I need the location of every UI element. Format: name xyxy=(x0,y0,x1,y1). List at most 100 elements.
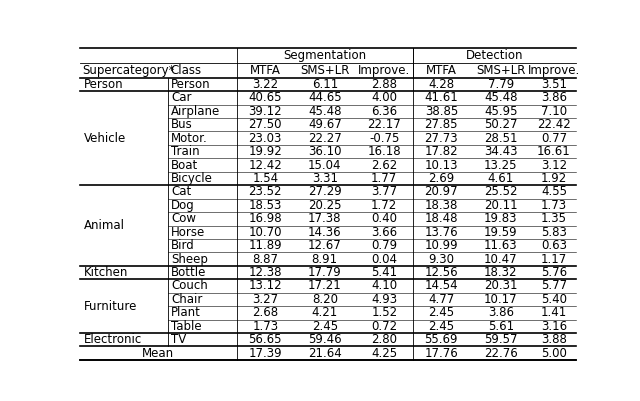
Text: 0.77: 0.77 xyxy=(541,132,567,145)
Text: 2.69: 2.69 xyxy=(428,172,454,185)
Text: 1.54: 1.54 xyxy=(252,172,278,185)
Text: 17.79: 17.79 xyxy=(308,266,342,279)
Text: 4.28: 4.28 xyxy=(428,78,454,91)
Text: 0.63: 0.63 xyxy=(541,239,567,252)
Text: Chair: Chair xyxy=(172,293,203,306)
Text: 17.39: 17.39 xyxy=(248,346,282,360)
Text: 17.76: 17.76 xyxy=(424,346,458,360)
Text: 18.48: 18.48 xyxy=(424,212,458,225)
Text: Bicycle: Bicycle xyxy=(172,172,213,185)
Text: Improve.: Improve. xyxy=(358,64,410,77)
Text: Cow: Cow xyxy=(172,212,196,225)
Text: 1.52: 1.52 xyxy=(371,306,397,319)
Text: 2.62: 2.62 xyxy=(371,158,397,172)
Text: 11.89: 11.89 xyxy=(248,239,282,252)
Text: Class: Class xyxy=(171,64,202,77)
Text: 1.77: 1.77 xyxy=(371,172,397,185)
Text: 41.61: 41.61 xyxy=(424,91,458,104)
Text: 20.31: 20.31 xyxy=(484,279,518,292)
Text: 56.65: 56.65 xyxy=(248,333,282,346)
Text: MTFA: MTFA xyxy=(426,64,457,77)
Text: 10.13: 10.13 xyxy=(424,158,458,172)
Text: -0.75: -0.75 xyxy=(369,132,399,145)
Text: 8.91: 8.91 xyxy=(312,253,338,265)
Text: 22.76: 22.76 xyxy=(484,346,518,360)
Text: 1.73: 1.73 xyxy=(541,199,567,212)
Text: Animal: Animal xyxy=(84,219,125,232)
Text: 22.27: 22.27 xyxy=(308,132,342,145)
Text: 27.73: 27.73 xyxy=(424,132,458,145)
Text: 17.82: 17.82 xyxy=(424,145,458,158)
Text: 0.72: 0.72 xyxy=(371,320,397,333)
Text: 22.17: 22.17 xyxy=(367,118,401,131)
Text: 16.98: 16.98 xyxy=(248,212,282,225)
Text: 5.40: 5.40 xyxy=(541,293,567,306)
Text: 3.31: 3.31 xyxy=(312,172,338,185)
Text: 1.92: 1.92 xyxy=(541,172,567,185)
Text: Person: Person xyxy=(172,78,211,91)
Text: Detection: Detection xyxy=(466,49,523,62)
Text: 3.86: 3.86 xyxy=(541,91,567,104)
Text: Person: Person xyxy=(84,78,124,91)
Text: TV: TV xyxy=(172,333,186,346)
Text: 39.12: 39.12 xyxy=(248,105,282,118)
Text: 4.61: 4.61 xyxy=(488,172,514,185)
Text: 25.52: 25.52 xyxy=(484,185,518,198)
Text: 2.45: 2.45 xyxy=(312,320,338,333)
Text: Improve.: Improve. xyxy=(528,64,580,77)
Text: 38.85: 38.85 xyxy=(425,105,458,118)
Text: 7.79: 7.79 xyxy=(488,78,514,91)
Text: 12.56: 12.56 xyxy=(424,266,458,279)
Text: 2.68: 2.68 xyxy=(252,306,278,319)
Text: 5.76: 5.76 xyxy=(541,266,567,279)
Text: 3.66: 3.66 xyxy=(371,226,397,239)
Text: 0.79: 0.79 xyxy=(371,239,397,252)
Text: Horse: Horse xyxy=(172,226,205,239)
Text: Bottle: Bottle xyxy=(172,266,207,279)
Text: 44.65: 44.65 xyxy=(308,91,342,104)
Text: 27.85: 27.85 xyxy=(424,118,458,131)
Text: 5.00: 5.00 xyxy=(541,346,567,360)
Text: 49.67: 49.67 xyxy=(308,118,342,131)
Text: 13.76: 13.76 xyxy=(424,226,458,239)
Text: 16.61: 16.61 xyxy=(537,145,571,158)
Text: 20.11: 20.11 xyxy=(484,199,518,212)
Text: 59.46: 59.46 xyxy=(308,333,342,346)
Text: 4.25: 4.25 xyxy=(371,346,397,360)
Text: Motor.: Motor. xyxy=(172,132,208,145)
Text: Train: Train xyxy=(172,145,200,158)
Text: 0.40: 0.40 xyxy=(371,212,397,225)
Text: 16.18: 16.18 xyxy=(367,145,401,158)
Text: 20.97: 20.97 xyxy=(424,185,458,198)
Text: 27.50: 27.50 xyxy=(248,118,282,131)
Text: 2.80: 2.80 xyxy=(371,333,397,346)
Text: 1.73: 1.73 xyxy=(252,320,278,333)
Text: 3.12: 3.12 xyxy=(541,158,567,172)
Text: 8.20: 8.20 xyxy=(312,293,338,306)
Text: 28.51: 28.51 xyxy=(484,132,518,145)
Text: Vehicle: Vehicle xyxy=(84,132,126,145)
Text: 59.57: 59.57 xyxy=(484,333,518,346)
Text: 36.10: 36.10 xyxy=(308,145,342,158)
Text: 14.36: 14.36 xyxy=(308,226,342,239)
Text: Dog: Dog xyxy=(172,199,195,212)
Text: Plant: Plant xyxy=(172,306,201,319)
Text: SMS+LR: SMS+LR xyxy=(300,64,349,77)
Text: 34.43: 34.43 xyxy=(484,145,518,158)
Text: 3.27: 3.27 xyxy=(252,293,278,306)
Text: 4.21: 4.21 xyxy=(312,306,338,319)
Text: 10.70: 10.70 xyxy=(248,226,282,239)
Text: Mean: Mean xyxy=(142,346,175,360)
Text: 3.77: 3.77 xyxy=(371,185,397,198)
Text: 10.47: 10.47 xyxy=(484,253,518,265)
Text: Segmentation: Segmentation xyxy=(284,49,366,62)
Text: Table: Table xyxy=(172,320,202,333)
Text: 22.42: 22.42 xyxy=(537,118,571,131)
Text: 19.83: 19.83 xyxy=(484,212,518,225)
Text: 12.42: 12.42 xyxy=(248,158,282,172)
Text: 3.22: 3.22 xyxy=(252,78,278,91)
Text: 3.51: 3.51 xyxy=(541,78,567,91)
Text: MTFA: MTFA xyxy=(250,64,281,77)
Text: Car: Car xyxy=(172,91,192,104)
Text: 4.00: 4.00 xyxy=(371,91,397,104)
